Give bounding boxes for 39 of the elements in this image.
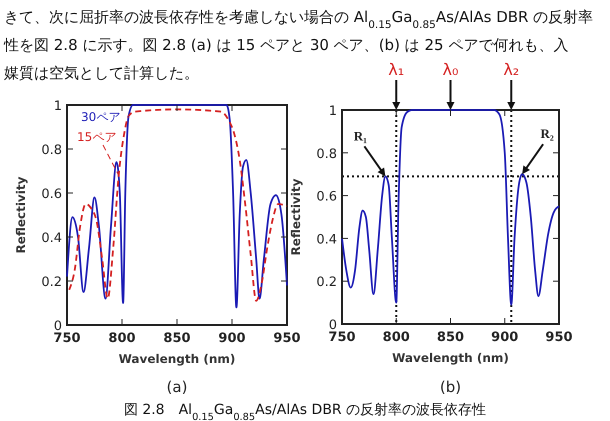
caption: 図 2.8 Al$_{0.15}$Ga$_{0.85}$As/AlAs DBR の反射率の波長依存性 [124, 402, 486, 421]
x-tick-label: 950 [545, 330, 573, 345]
y-axis-title: Reflectivity [289, 178, 303, 256]
x-tick-label: 900 [218, 331, 246, 346]
annotation: R₁ [354, 128, 368, 144]
y-tick-label: 0.8 [316, 146, 337, 162]
series-label: 15ペア [77, 130, 116, 144]
y-tick-label: 1 [54, 99, 62, 114]
y-tick-label: 1 [328, 104, 337, 119]
x-tick-label: 750 [328, 330, 356, 345]
x-tick-label: 800 [382, 330, 410, 345]
text: (a) [166, 378, 188, 396]
x-tick-label: 950 [273, 331, 301, 346]
y-tick-label: 0 [54, 319, 62, 334]
y-tick-label: 0.6 [41, 187, 62, 202]
y-axis-title: Reflectivity [14, 176, 28, 254]
x-tick-label: 800 [108, 331, 136, 346]
text: 性を図 2.8 に示す。図 2.8 (a) は 15 ペアと 30 ペア、(b) は 25 ペアで何れも、入 [3, 36, 568, 54]
y-tick-label: 0.8 [41, 143, 62, 158]
x-tick-label: 850 [436, 330, 464, 345]
x-axis-title: Wavelength (nm) [118, 352, 236, 366]
y-tick-label: 0.4 [316, 232, 337, 248]
ref-line-label: λ₂ [503, 60, 520, 79]
x-tick-label: 850 [163, 331, 191, 346]
annotation: λ₀ [442, 60, 458, 79]
y-tick-label: 0.6 [316, 190, 337, 205]
text: きて、次に屈折率の波長依存性を考慮しない場合の Al$_{0.15}$Ga$_{0.85}$As/AlAs DBR の反射率 [4, 8, 594, 31]
ref-line-label: λ₁ [388, 60, 404, 79]
y-tick-label: 0 [328, 318, 337, 333]
text: (b) [440, 378, 462, 396]
series-label: 30ペア [81, 110, 120, 124]
x-axis-title: Wavelength (nm) [392, 351, 509, 365]
x-tick-label: 900 [491, 330, 518, 345]
y-tick-label: 0.4 [41, 231, 62, 246]
text: 媒質は空気として計算した。 [4, 64, 199, 82]
y-tick-label: 0.2 [41, 275, 62, 290]
annotation: R₂ [540, 126, 554, 142]
y-tick-label: 0.2 [316, 275, 337, 290]
x-tick-label: 750 [53, 331, 81, 346]
